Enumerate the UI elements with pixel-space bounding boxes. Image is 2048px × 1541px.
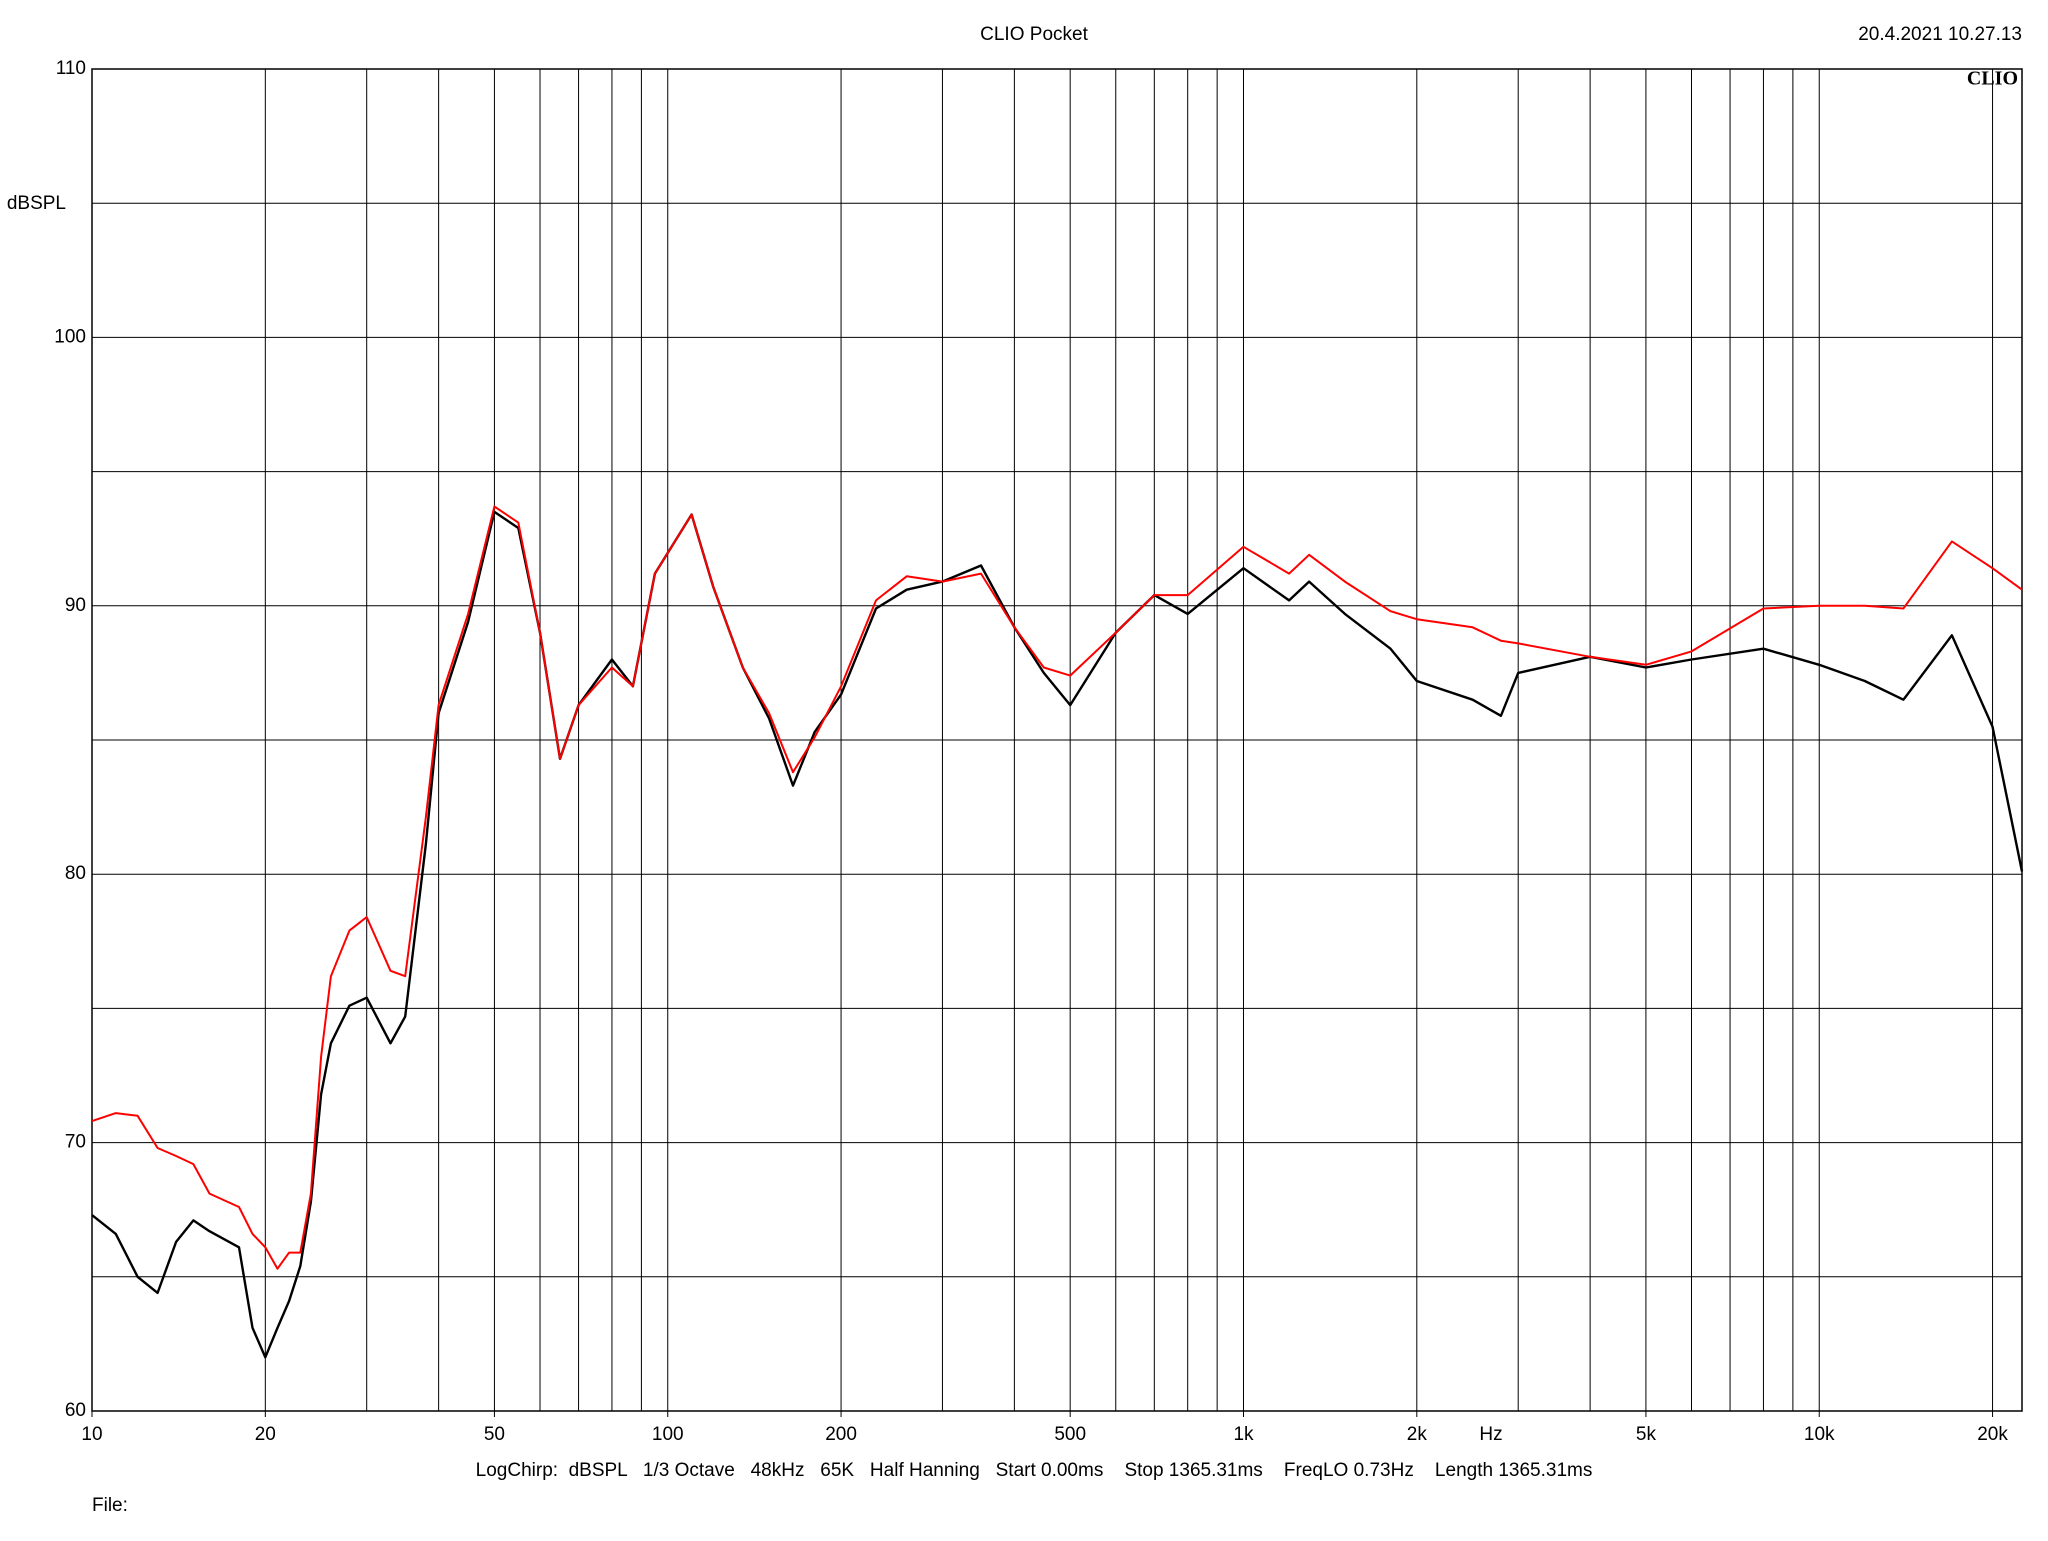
y-axis-label: dBSPL xyxy=(7,193,66,214)
footer: LogChirp: dBSPL 1/3 Octave 48kHz 65K Hal… xyxy=(476,1460,1593,1481)
data-line xyxy=(91,505,2023,1270)
y-tick-label: 70 xyxy=(65,1132,86,1153)
x-tick-label: 20k xyxy=(1977,1424,2008,1445)
x-tick-label: 2k xyxy=(1407,1424,1428,1445)
x-tick-label: 100 xyxy=(652,1424,684,1445)
file-label: File: xyxy=(92,1495,128,1516)
x-axis-label: Hz xyxy=(1479,1424,1502,1445)
y-tick-label: 80 xyxy=(65,863,86,884)
x-tick-label: 5k xyxy=(1636,1424,1657,1445)
y-tick-label: 110 xyxy=(56,58,86,79)
x-tick-label: 500 xyxy=(1054,1424,1086,1445)
x-tick-label: 10k xyxy=(1804,1424,1835,1445)
plot-frame xyxy=(91,68,2023,1412)
y-tick-label: 100 xyxy=(54,326,86,347)
chart-title: CLIO Pocket xyxy=(980,24,1088,45)
x-tick-label: 1k xyxy=(1233,1424,1254,1445)
x-tick-label: 50 xyxy=(484,1424,505,1445)
x-tick-label: 20 xyxy=(255,1424,276,1445)
data-line xyxy=(91,510,2024,1359)
timestamp: 20.4.2021 10.27.13 xyxy=(1858,24,2022,45)
y-tick-label: 60 xyxy=(65,1400,86,1421)
x-tick-label: 10 xyxy=(81,1424,102,1445)
x-tick-label: 200 xyxy=(825,1424,857,1445)
y-tick-label: 90 xyxy=(65,595,86,616)
